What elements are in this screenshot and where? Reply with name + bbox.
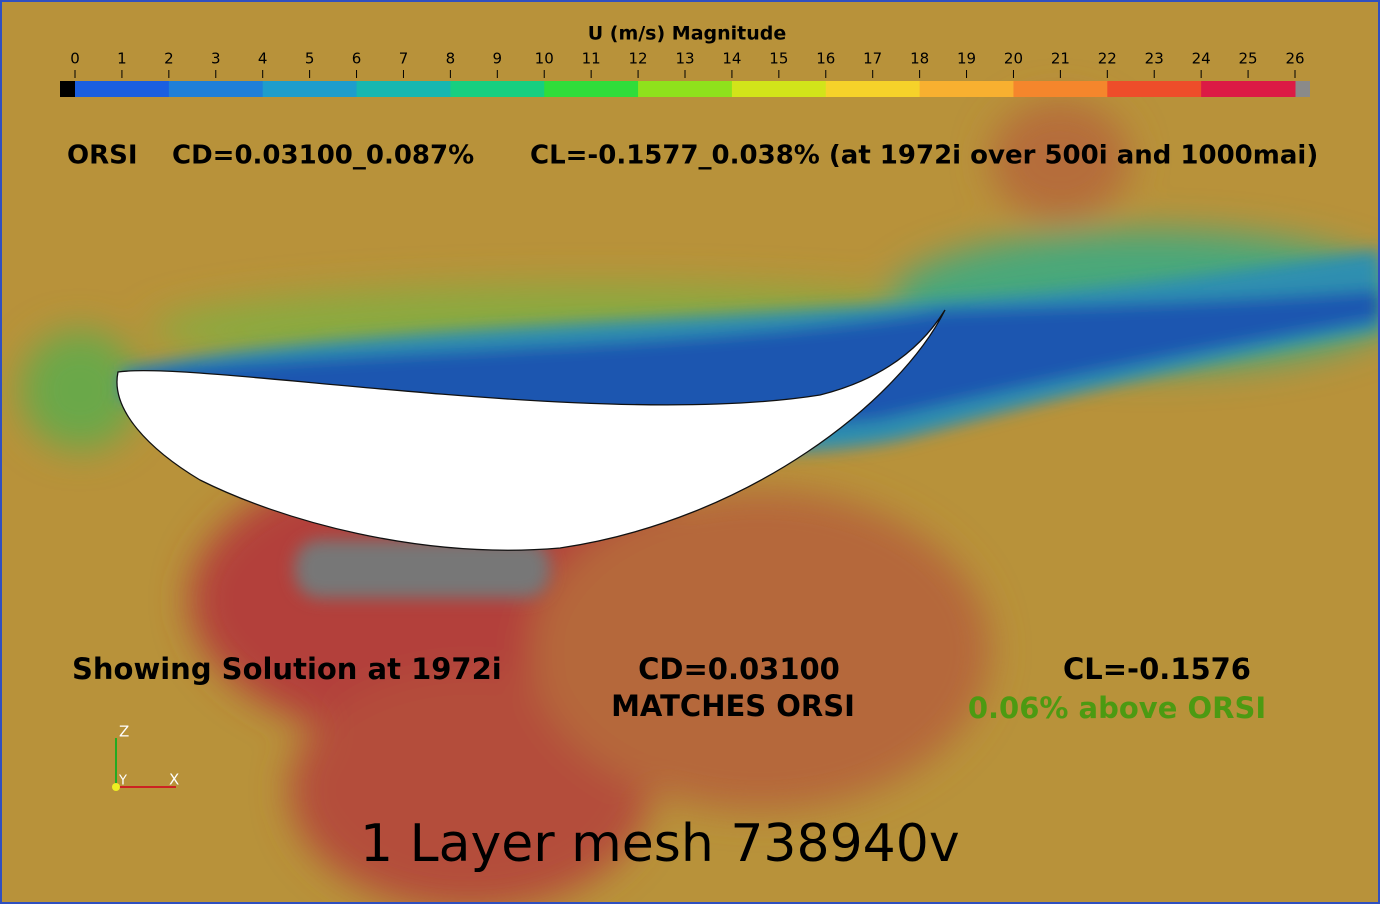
colorbar-tick-label: 21 bbox=[1051, 50, 1070, 68]
color-segment bbox=[638, 81, 733, 97]
color-segment bbox=[262, 81, 358, 97]
cl-result: CL=-0.1576 bbox=[1063, 652, 1251, 686]
colorbar-tick-label: 26 bbox=[1285, 50, 1304, 68]
color-segment bbox=[1107, 81, 1202, 97]
airfoil bbox=[116, 309, 946, 551]
colorbar-tick-label: 14 bbox=[722, 50, 741, 68]
color-segment bbox=[1201, 81, 1296, 97]
color-segment bbox=[450, 81, 545, 97]
colorbar-tick-label: 15 bbox=[769, 50, 788, 68]
color-segment bbox=[168, 81, 264, 97]
color-segment bbox=[75, 81, 170, 97]
mesh-caption: 1 Layer mesh 738940v bbox=[360, 814, 960, 874]
above-range bbox=[1295, 81, 1310, 97]
colorbar-tick-label: 8 bbox=[446, 50, 456, 68]
colorbar-tick-label: 18 bbox=[910, 50, 929, 68]
orsi-cl: CL=-0.1577_0.038% (at 1972i over 500i an… bbox=[530, 141, 1318, 171]
colorbar-tick-label: 0 bbox=[70, 50, 80, 68]
color-segment bbox=[544, 81, 639, 97]
colorbar-tick-label: 25 bbox=[1239, 50, 1258, 68]
y-label: Y bbox=[118, 774, 127, 789]
colorbar-tick-label: 24 bbox=[1192, 50, 1211, 68]
colorbar-tick-label: 19 bbox=[957, 50, 976, 68]
color-segment bbox=[825, 81, 921, 97]
colorbar-tick-label: 7 bbox=[399, 50, 409, 68]
colorbar-tick-label: 5 bbox=[305, 50, 315, 68]
colorbar-tick-label: 16 bbox=[816, 50, 835, 68]
colorbar-tick-label: 17 bbox=[863, 50, 882, 68]
z-label: Z bbox=[119, 723, 129, 741]
colorbar-tick-label: 12 bbox=[629, 50, 648, 68]
x-label: X bbox=[169, 771, 179, 789]
color-segment bbox=[919, 81, 1014, 97]
orsi-cd: CD=0.03100_0.087% bbox=[172, 141, 474, 171]
colorbar-tick-label: 22 bbox=[1098, 50, 1117, 68]
colorbar: 0 1 2 3 4 5 6 7 8 9 10 11 12 13 14 15 16 17 18 19 20 21 22 23 24… bbox=[60, 50, 1310, 97]
orsi-label: ORSI bbox=[67, 141, 138, 171]
colorbar-tick-label: 20 bbox=[1004, 50, 1023, 68]
colorbar-tick-label: 4 bbox=[258, 50, 268, 68]
colorbar-title: U (m/s) Magnitude bbox=[588, 23, 787, 45]
cd-note: MATCHES ORSI bbox=[611, 689, 855, 723]
solution-label: Showing Solution at 1972i bbox=[72, 652, 502, 686]
colorbar-tick-label: 11 bbox=[582, 50, 601, 68]
axes-triad: Z Y X bbox=[112, 723, 179, 791]
y-axis bbox=[112, 783, 120, 791]
colorbar-tick-label: 10 bbox=[535, 50, 554, 68]
colorbar-tick-label: 2 bbox=[164, 50, 174, 68]
below-range bbox=[60, 81, 75, 97]
colorbar-tick-label: 3 bbox=[211, 50, 221, 68]
colorbar-tick-label: 9 bbox=[493, 50, 503, 68]
colorbar-tick-label: 1 bbox=[117, 50, 127, 68]
colorbar-tick-label: 23 bbox=[1145, 50, 1164, 68]
color-segment bbox=[1013, 81, 1108, 97]
low-region bbox=[295, 540, 550, 598]
colorbar-tick-label: 13 bbox=[675, 50, 694, 68]
color-segment bbox=[731, 81, 827, 97]
cl-note: 0.06% above ORSI bbox=[968, 691, 1266, 725]
cd-result: CD=0.03100 bbox=[638, 652, 840, 686]
color-segment bbox=[356, 81, 451, 97]
colorbar-tick-label: 6 bbox=[352, 50, 362, 68]
